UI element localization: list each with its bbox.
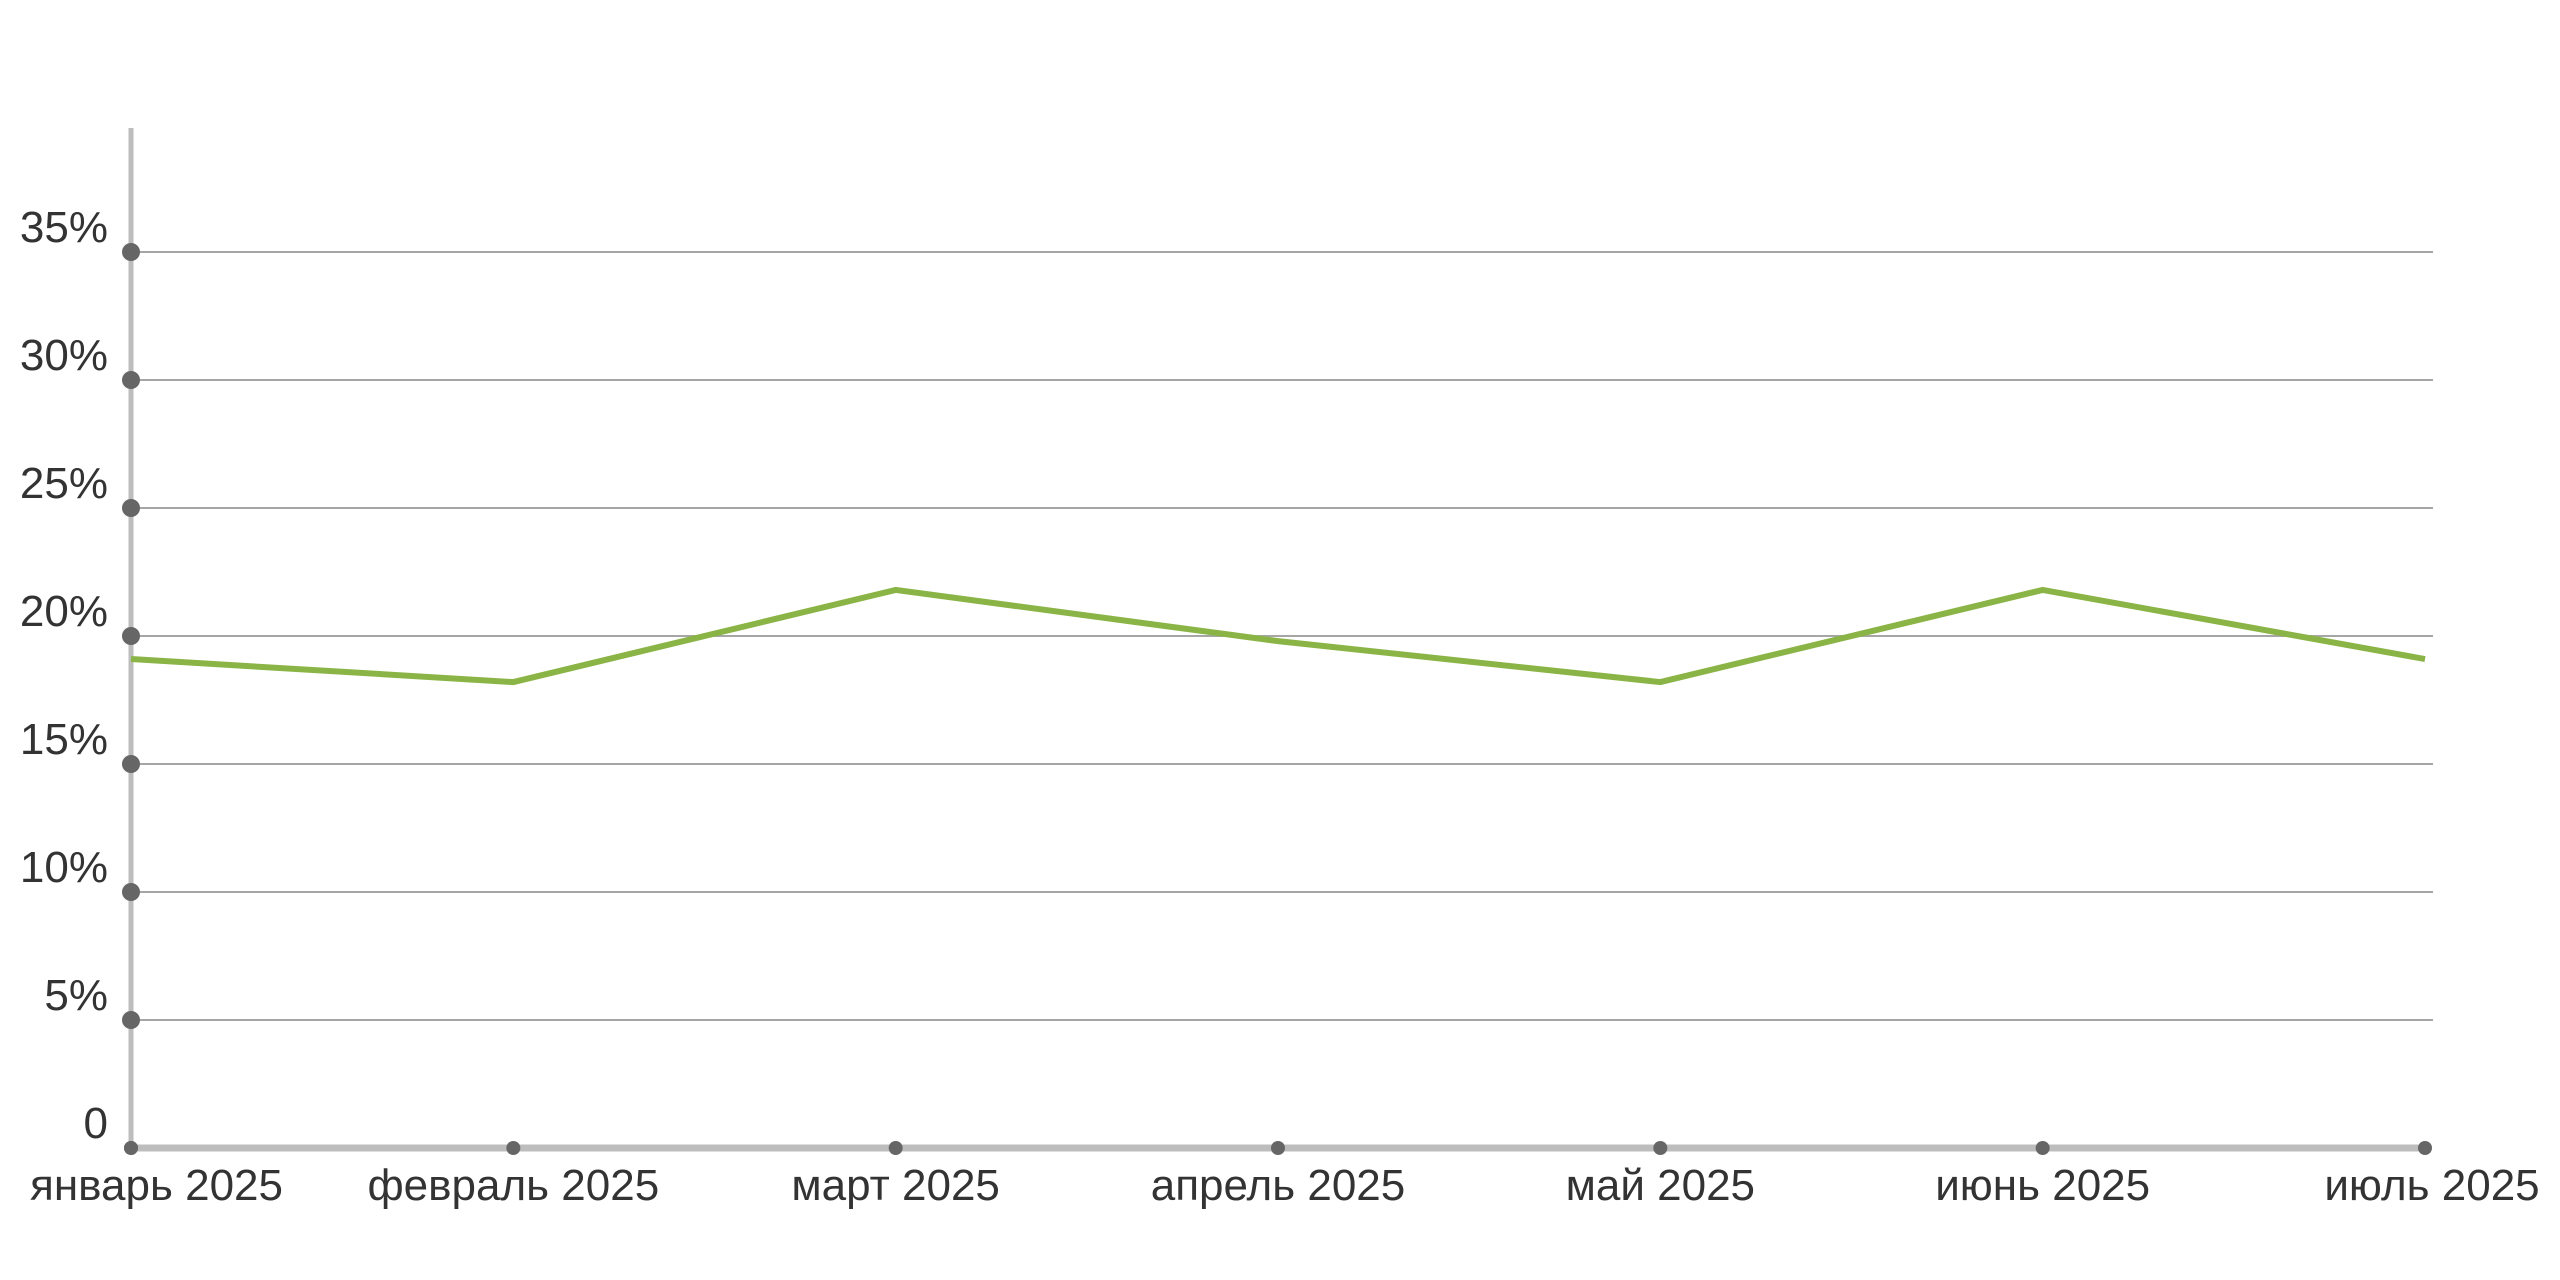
y-tick-label: 15% bbox=[20, 715, 108, 764]
y-tick-label: 10% bbox=[20, 843, 108, 892]
x-tick-label: июнь 2025 bbox=[1935, 1161, 2150, 1210]
y-tick-marker bbox=[122, 883, 140, 901]
axis-markers bbox=[122, 243, 2432, 1155]
x-tick-marker bbox=[2418, 1141, 2432, 1155]
y-tick-marker bbox=[122, 1011, 140, 1029]
x-tick-marker bbox=[124, 1141, 138, 1155]
x-tick-marker bbox=[888, 1141, 903, 1155]
y-tick-marker bbox=[122, 627, 140, 645]
tick-labels: 0 5% 10% 15% 20% 25% 30% 35% январь 2025 февраль … bbox=[20, 203, 2540, 1210]
y-tick-marker bbox=[122, 243, 140, 261]
y-tick-label: 20% bbox=[20, 587, 108, 636]
x-tick-marker bbox=[1653, 1141, 1668, 1155]
x-tick-label: январь 2025 bbox=[30, 1161, 283, 1210]
y-tick-label: 0 bbox=[84, 1099, 108, 1148]
x-tick-label: июль 2025 bbox=[2324, 1161, 2539, 1210]
y-tick-label: 35% bbox=[20, 203, 108, 252]
y-tick-marker bbox=[122, 371, 140, 389]
x-tick-label: февраль 2025 bbox=[367, 1161, 659, 1210]
gridlines bbox=[131, 251, 2433, 1021]
x-tick-marker bbox=[2035, 1141, 2050, 1155]
series-layer bbox=[130, 586, 2426, 686]
x-tick-label: май 2025 bbox=[1566, 1161, 1755, 1210]
y-tick-marker bbox=[122, 755, 140, 773]
axes bbox=[128, 128, 2430, 1152]
x-tick-marker bbox=[1271, 1141, 1285, 1155]
x-tick-label: март 2025 bbox=[791, 1161, 999, 1210]
x-tick-marker bbox=[506, 1141, 521, 1155]
y-tick-label: 5% bbox=[44, 971, 108, 1020]
x-tick-label: апрель 2025 bbox=[1151, 1161, 1405, 1210]
y-tick-label: 25% bbox=[20, 459, 108, 508]
y-tick-label: 30% bbox=[20, 331, 108, 380]
y-tick-marker bbox=[122, 499, 140, 517]
